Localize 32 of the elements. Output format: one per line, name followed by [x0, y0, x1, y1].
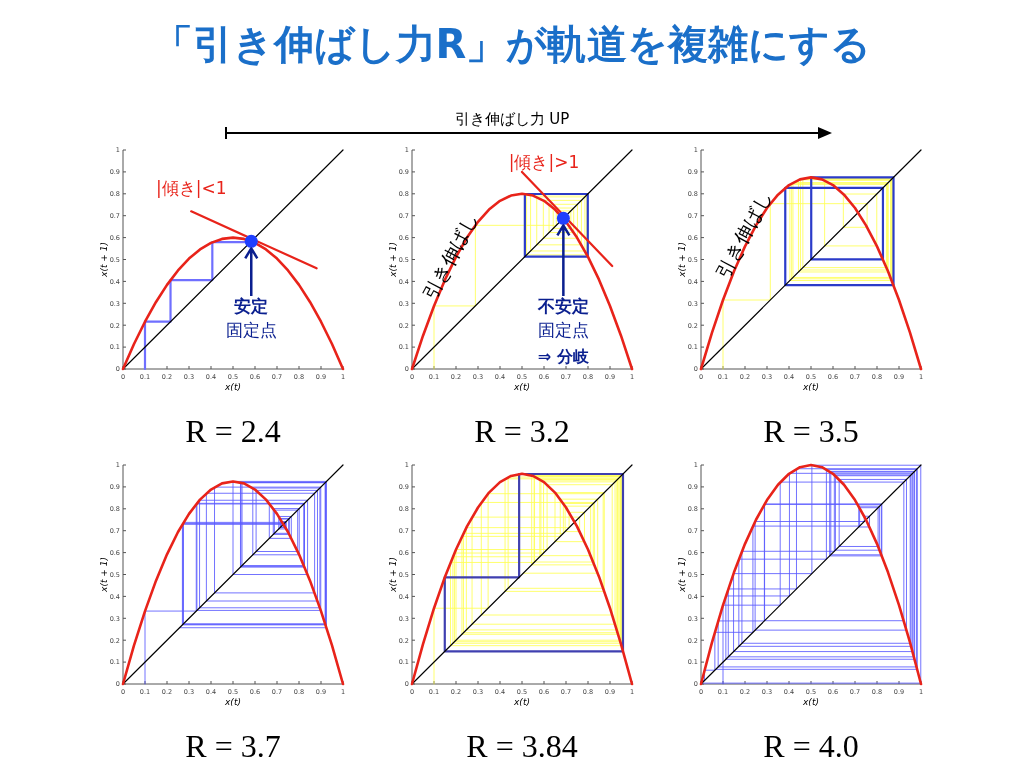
text: R = 3.2 [474, 413, 570, 449]
x-axis-title: x(t) [224, 697, 241, 707]
line-series [144, 480, 327, 685]
text: R = 3.7 [185, 728, 281, 764]
x-axis-title: x(t) [513, 382, 530, 392]
x-axis-title: x(t) [224, 382, 241, 392]
x-axis-title: x(t) [513, 697, 530, 707]
annotation: ⇒ 分岐 [537, 347, 590, 367]
x-axis-title: x(t) [802, 382, 819, 392]
y-axis-title: x(t + 1) [99, 242, 109, 278]
annotation: 固定点 [225, 320, 277, 341]
x-axis-title: x(t) [802, 697, 819, 707]
text: R = 3.84 [466, 728, 578, 764]
annotation: 不安定 [536, 296, 589, 317]
text: R = 2.4 [185, 413, 281, 449]
annotation: |傾き|>1 [508, 151, 580, 172]
text: R = 4.0 [763, 728, 859, 764]
y-axis-title: x(t + 1) [388, 557, 398, 593]
text: R = 3.5 [763, 413, 859, 449]
y-axis-title: x(t + 1) [677, 557, 687, 593]
annotation: 安定 [234, 296, 269, 317]
annotation: 引き伸ばし [711, 187, 776, 282]
annotation: |傾き|<1 [155, 177, 227, 198]
text: 引き伸ばし力 UP [454, 110, 570, 128]
annotation: 引き伸ばし [417, 209, 482, 304]
annotation: 固定点 [537, 320, 589, 341]
line-series [433, 475, 622, 685]
y-axis-title: x(t + 1) [99, 557, 109, 593]
text: 「引き伸ばし力R」が軌道を複雑にする [152, 21, 872, 67]
line-series [784, 176, 895, 287]
y-axis-title: x(t + 1) [388, 242, 398, 278]
y-axis-title: x(t + 1) [677, 242, 687, 278]
